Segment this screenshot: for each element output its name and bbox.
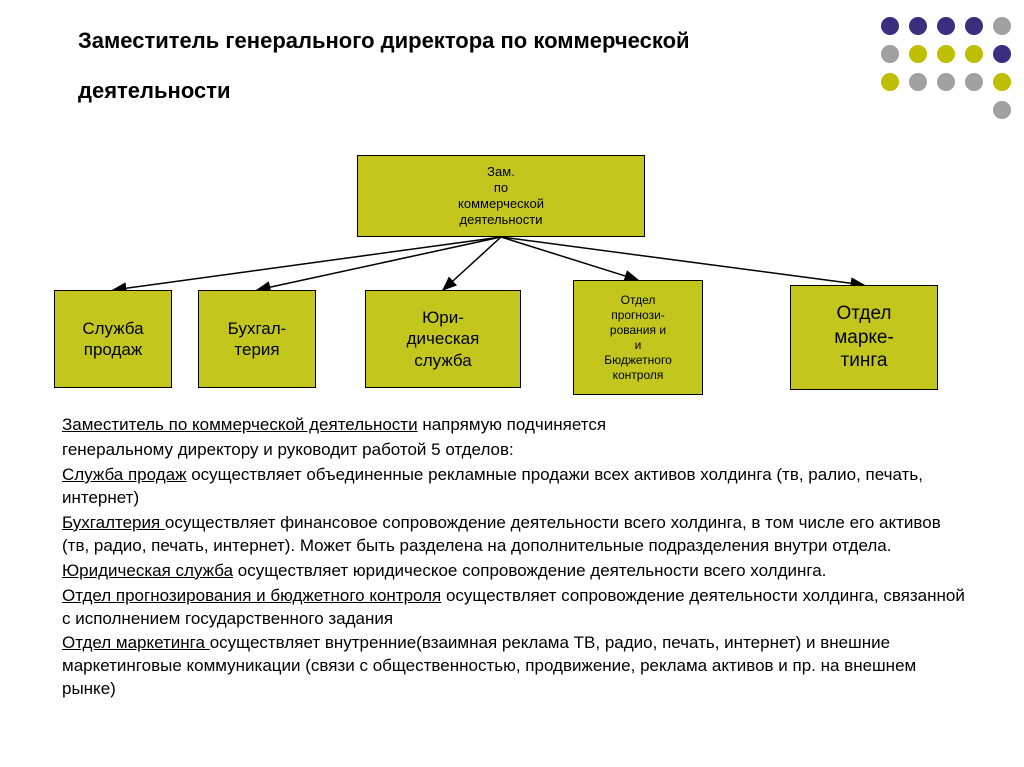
body-paragraph: генеральному директору и руководит работ…: [62, 439, 972, 462]
org-child-box-4: Отделмарке-тинга: [790, 285, 938, 390]
body-text: Заместитель по коммерческой деятельности…: [62, 414, 972, 703]
body-paragraph: Отдел прогнозирования и бюджетного контр…: [62, 585, 972, 631]
body-paragraph: Отдел маркетинга осуществляет внутренние…: [62, 632, 972, 701]
body-paragraph: Служба продаж осуществляет объединенные …: [62, 464, 972, 510]
body-paragraph: Заместитель по коммерческой деятельности…: [62, 414, 972, 437]
slide: Заместитель генерального директора по ко…: [0, 0, 1024, 767]
body-paragraph: Бухгалтерия осуществляет финансовое сопр…: [62, 512, 972, 558]
body-paragraph: Юридическая служба осуществляет юридичес…: [62, 560, 972, 583]
org-child-box-0: Службапродаж: [54, 290, 172, 388]
org-root-box: Зам.покоммерческойдеятельности: [357, 155, 645, 237]
org-child-box-1: Бухгал-терия: [198, 290, 316, 388]
org-child-box-2: Юри-дическаяслужба: [365, 290, 521, 388]
org-child-box-3: Отделпрогнози-рования ииБюджетногоконтро…: [573, 280, 703, 395]
